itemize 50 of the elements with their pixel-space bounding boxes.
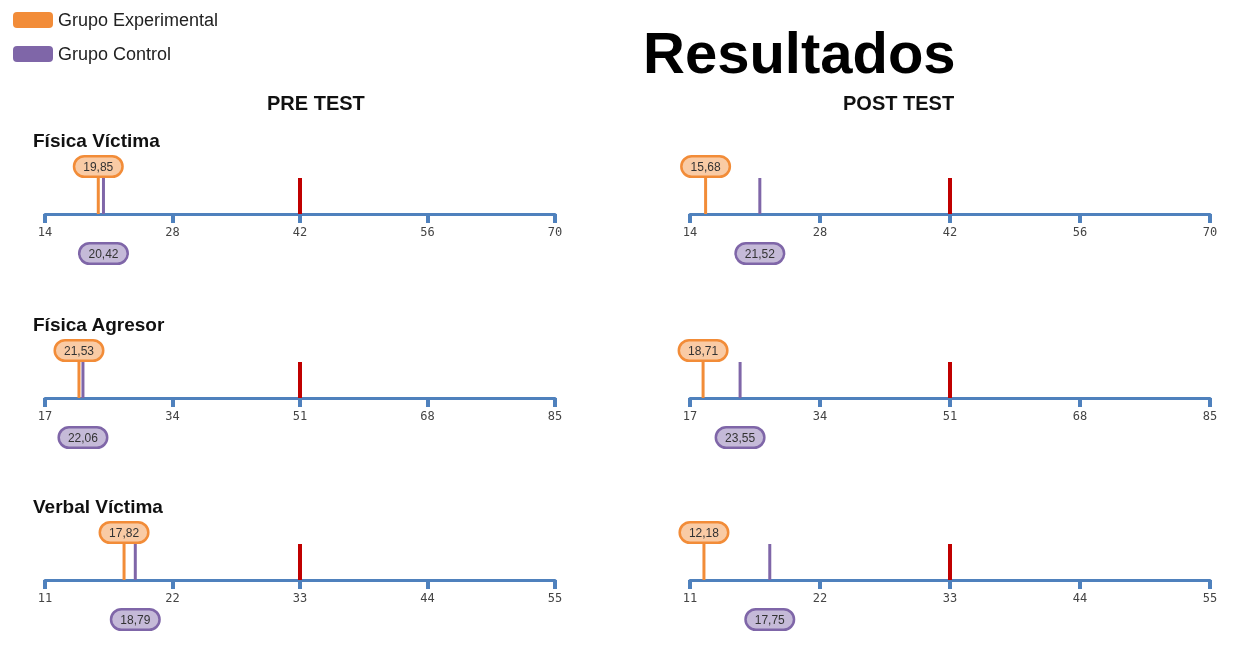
annotation: 15,68 — [690, 159, 721, 174]
annotation: 18,71 — [688, 343, 719, 358]
x-tick-label: 28 — [812, 225, 828, 239]
x-tick-label: 51 — [942, 409, 958, 423]
x-tick-label: 33 — [942, 591, 958, 605]
chart-subtitle: PRE TEST — [267, 92, 365, 114]
annotation: 12,18 — [688, 525, 720, 540]
x-tick-label: 22 — [812, 591, 828, 605]
annotation: 17,75 — [754, 612, 786, 627]
x-tick-label: 56 — [1072, 225, 1088, 239]
x-tick-label: 42 — [292, 225, 308, 239]
annotation: 22,06 — [67, 430, 99, 445]
x-tick-label: 11 — [37, 591, 53, 605]
text: Resultados — [643, 19, 956, 85]
x-tick-label: 85 — [1202, 409, 1218, 423]
x-tick-label: 44 — [420, 591, 435, 605]
x-tick-label: 56 — [420, 225, 435, 239]
annotation: 21,53 — [63, 343, 95, 358]
legend-label: Grupo Control — [58, 44, 172, 64]
x-tick-label: 44 — [1072, 591, 1088, 605]
x-tick-label: 22 — [165, 591, 180, 605]
x-tick-label: 11 — [682, 591, 698, 605]
annotation: 17,82 — [109, 525, 140, 540]
annotation: 23,55 — [725, 430, 756, 445]
x-tick-label: 85 — [547, 409, 563, 423]
chart-title: Física Agresor — [33, 314, 165, 335]
x-tick-label: 28 — [165, 225, 180, 239]
annotation: 18,79 — [120, 612, 151, 627]
x-tick-label: 68 — [420, 409, 435, 423]
x-tick-label: 68 — [1072, 409, 1088, 423]
annotation: 21,52 — [744, 246, 776, 261]
chart-subtitle: POST TEST — [843, 92, 955, 114]
x-tick-label: 34 — [165, 409, 180, 423]
x-tick-label: 17 — [37, 409, 53, 423]
x-tick-label: 33 — [292, 591, 308, 605]
chart-title: Física Víctima — [33, 130, 161, 151]
annotation: 20,42 — [88, 246, 119, 261]
x-tick-label: 14 — [37, 225, 53, 239]
x-tick-label: 55 — [547, 591, 563, 605]
x-tick-label: 70 — [1202, 225, 1218, 239]
annotation: 19,85 — [83, 159, 114, 174]
x-tick-label: 51 — [292, 409, 308, 423]
x-tick-label: 70 — [547, 225, 563, 239]
legend-label: Grupo Experimental — [58, 10, 219, 30]
x-tick-label: 34 — [812, 409, 828, 423]
x-tick-label: 55 — [1202, 591, 1218, 605]
chart-title: Verbal Víctima — [33, 496, 164, 517]
x-tick-label: 14 — [682, 225, 698, 239]
x-tick-label: 17 — [682, 409, 698, 423]
x-tick-label: 42 — [942, 225, 958, 239]
